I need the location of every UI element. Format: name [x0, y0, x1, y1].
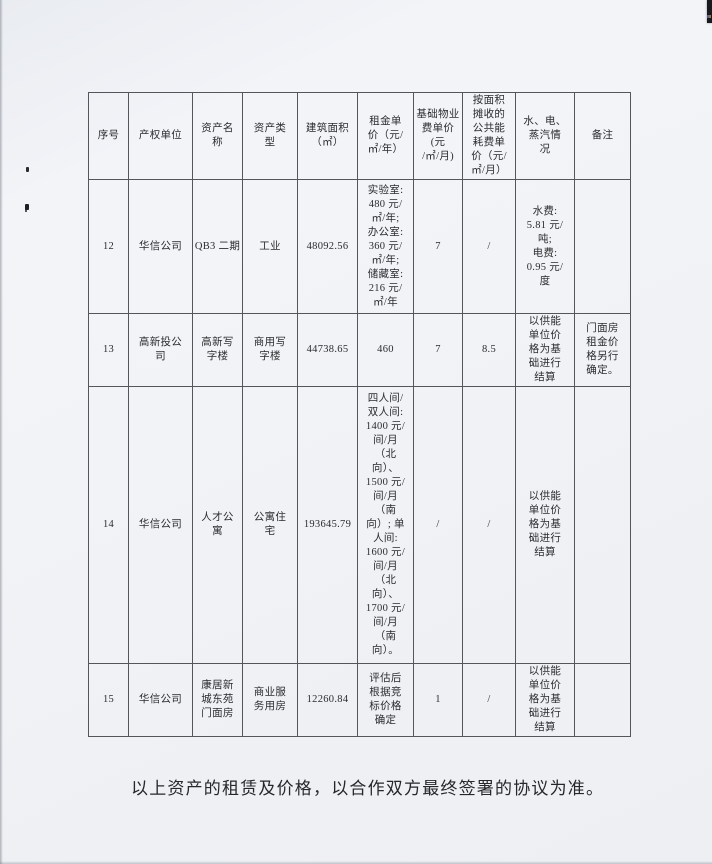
column-header: 产权单位 — [128, 92, 193, 180]
table-cell: 13 — [88, 313, 129, 387]
table-cell: 华信公司 — [128, 179, 193, 314]
table-cell: 7 — [413, 179, 463, 314]
table-cell: 人才公 寓 — [192, 386, 243, 664]
table-cell: / — [462, 179, 516, 314]
table-cell: 四人间/ 双人间: 1400 元/ 间/月 （北 向）、 1500 元/ 间/月… — [357, 386, 414, 664]
scan-speck-artifact — [25, 204, 29, 210]
scan-speck-artifact — [26, 167, 29, 172]
table-head: 序号 产权单位 资产名 称资产类 型建筑面积 （㎡） 租金单 价（元/ ㎡/年） 基础物… — [88, 92, 631, 180]
column-header: 备注 — [574, 92, 631, 180]
column-header: 水、电、 蒸汽情 况 — [515, 92, 575, 180]
table-cell — [574, 663, 631, 737]
scan-corner-artifact — [707, 0, 712, 23]
table-cell: 华信公司 — [128, 663, 193, 737]
table-cell: 14 — [88, 386, 129, 664]
table-cell: 水费: 5.81 元/ 吨; 电费: 0.95 元/ 度 — [515, 179, 575, 314]
table-cell — [574, 179, 631, 314]
table-cell: 门面房 租金价 格另行 确定。 — [574, 313, 631, 387]
table-cell: QB3 二期 — [192, 179, 243, 314]
table-cell: / — [413, 386, 463, 664]
header-row: 序号 产权单位 资产名 称资产类 型建筑面积 （㎡） 租金单 价（元/ ㎡/年） 基础物… — [88, 92, 631, 180]
table-cell: 以供能 单位价 格为基 础进行 结算 — [515, 313, 575, 387]
table-cell: 以供能 单位价 格为基 础进行 结算 — [515, 663, 575, 737]
table-cell: 44738.65 — [297, 313, 358, 387]
table-cell: / — [462, 386, 516, 664]
table-row: 14 华信公司 人才公 寓公寓住 宅 193645.79 四人间/ 双人间: 1400 … — [88, 386, 631, 664]
column-header: 基础物业 费单价(元 /㎡/月) — [413, 92, 463, 180]
scan-edge-left — [0, 0, 3, 864]
table-cell — [574, 386, 631, 664]
column-header: 资产类 型 — [242, 92, 298, 180]
table-cell: 7 — [413, 313, 463, 387]
table-cell: 48092.56 — [297, 179, 358, 314]
table-cell: 华信公司 — [128, 386, 193, 664]
table-cell: 12260.84 — [297, 663, 358, 737]
table-cell: 商用写 字楼 — [242, 313, 298, 387]
table-cell: 高新投公 司 — [128, 313, 193, 387]
table-row: 15 华信公司 康居新 城东苑 门面房 商业服 务用房 12260.84 评估后 根据竞 … — [88, 663, 631, 737]
column-header: 建筑面积 （㎡） — [297, 92, 358, 180]
table-cell: 高新写 字楼 — [192, 313, 243, 387]
column-header: 按面积 摊收的 公共能 耗费单 价（元/ ㎡/月） — [462, 92, 516, 180]
table-row: 13 高新投公 司高新写 字楼 商用写 字楼 44738.65 460 7 8.5 以供能 单… — [88, 313, 631, 387]
table-cell: 康居新 城东苑 门面房 — [192, 663, 243, 737]
table-body: 12 华信公司 QB3 二期 工业 48092.56 实验室: 480 元/ ㎡/年; 办… — [88, 179, 631, 737]
table-cell: 实验室: 480 元/ ㎡/年; 办公室: 360 元/ ㎡/年; 储藏室: 2… — [357, 179, 414, 314]
column-header: 资产名 称 — [192, 92, 243, 180]
asset-table: 序号 产权单位 资产名 称资产类 型建筑面积 （㎡） 租金单 价（元/ ㎡/年） 基础物… — [88, 92, 631, 737]
table-cell: 公寓住 宅 — [242, 386, 298, 664]
table-row: 12 华信公司 QB3 二期 工业 48092.56 实验室: 480 元/ ㎡/年; 办… — [88, 179, 631, 314]
footer-note: 以上资产的租赁及价格，以合作双方最终签署的协议为准。 — [131, 779, 605, 798]
table-cell: 工业 — [242, 179, 298, 314]
column-header: 租金单 价（元/ ㎡/年） — [357, 92, 414, 180]
table-cell: 以供能 单位价 格为基 础进行 结算 — [515, 386, 575, 664]
table-cell: 1 — [413, 663, 463, 737]
table-cell: 15 — [88, 663, 129, 737]
table-cell: 商业服 务用房 — [242, 663, 298, 737]
table-cell: 193645.79 — [297, 386, 358, 664]
table-cell: 12 — [88, 179, 129, 314]
table-cell: 460 — [357, 313, 414, 387]
table-cell: / — [462, 663, 516, 737]
column-header: 序号 — [88, 92, 129, 180]
table-cell: 8.5 — [462, 313, 516, 387]
table-cell: 评估后 根据竞 标价格 确定 — [357, 663, 414, 737]
